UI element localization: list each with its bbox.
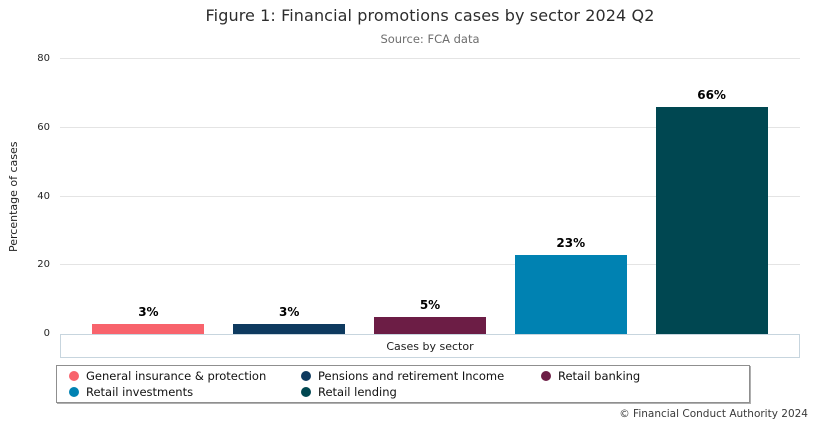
legend-item: Pensions and retirement Income — [301, 368, 541, 384]
legend-item: Retail lending — [301, 384, 541, 400]
bar-value-label: 5% — [419, 297, 441, 312]
copyright: © Financial Conduct Authority 2024 — [619, 408, 808, 420]
legend-swatch-icon — [541, 371, 551, 381]
bar — [374, 316, 486, 334]
bar — [92, 323, 205, 334]
gridline — [60, 58, 800, 59]
legend-item: Retail banking — [541, 368, 749, 384]
legend-swatch-icon — [301, 387, 311, 397]
plot-area: 3% 3% 5% 23% 66% — [60, 58, 800, 334]
legend-item-label: Retail lending — [318, 385, 397, 399]
legend-item: Retail investments — [69, 384, 301, 400]
legend-item: General insurance & protection — [69, 368, 301, 384]
chart-title: Figure 1: Financial promotions cases by … — [205, 6, 655, 25]
y-axis-title: Percentage of cases — [7, 141, 20, 252]
bar-value-label: 3% — [138, 304, 159, 319]
gridline — [60, 195, 800, 197]
x-axis-band: Cases by sector — [60, 334, 800, 358]
legend: General insurance & protection Pensions a… — [56, 365, 750, 403]
legend-item-label: Pensions and retirement Income — [318, 369, 505, 383]
legend-item-label: Retail banking — [558, 369, 641, 383]
legend-swatch-icon — [301, 371, 311, 381]
legend-item-label: General insurance & protection — [86, 369, 267, 383]
gridline — [60, 264, 800, 266]
bar-value-label: 23% — [556, 235, 586, 250]
bar — [233, 323, 346, 334]
legend-item-label: Retail investments — [86, 385, 194, 399]
gridline — [60, 126, 800, 128]
bar-value-label: 3% — [279, 304, 300, 319]
legend-swatch-icon — [69, 371, 79, 381]
x-axis-title: Cases by sector — [386, 339, 474, 353]
bar — [514, 254, 627, 334]
bar-value-label: 66% — [697, 88, 726, 103]
chart-subtitle: Source: FCA data — [380, 32, 480, 46]
bar — [655, 107, 768, 334]
legend-swatch-icon — [69, 387, 79, 397]
